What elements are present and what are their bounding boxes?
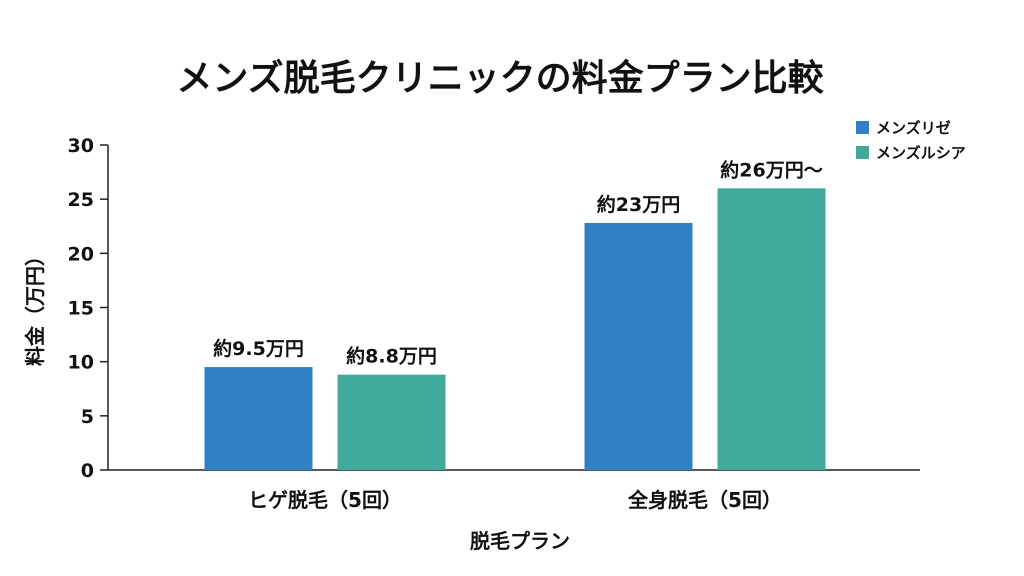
legend-swatch-0 xyxy=(856,121,869,134)
bar-1-1 xyxy=(717,188,826,471)
data-label-1-0: 約23万円 xyxy=(597,193,680,216)
bar-0-1 xyxy=(337,374,446,470)
y-tick-label: 10 xyxy=(68,352,94,374)
x-category-label: 全身脱毛（5回） xyxy=(627,488,782,512)
x-category-label: ヒゲ脱毛（5回） xyxy=(248,488,402,512)
y-tick-label: 15 xyxy=(68,298,94,320)
y-tick-label: 0 xyxy=(81,460,94,482)
x-axis-label: 脱毛プラン xyxy=(470,529,570,553)
legend-label-1: メンズルシア xyxy=(876,144,966,162)
chart-title: メンズ脱毛クリニックの料金プラン比較 xyxy=(176,57,824,99)
bar-1-0 xyxy=(584,223,693,470)
y-axis-label: 料金（万円） xyxy=(23,246,47,366)
y-tick-label: 30 xyxy=(68,135,94,157)
data-label-0-1: 約8.8万円 xyxy=(346,345,437,368)
data-label-0-0: 約9.5万円 xyxy=(213,337,304,360)
y-tick-label: 25 xyxy=(68,189,94,211)
legend-label-0: メンズリゼ xyxy=(876,119,951,137)
bar-0-0 xyxy=(204,367,313,470)
legend-swatch-1 xyxy=(856,146,869,159)
y-tick-label: 5 xyxy=(81,406,94,428)
data-label-1-1: 約26万円〜 xyxy=(720,158,822,181)
y-tick-label: 20 xyxy=(68,243,94,265)
